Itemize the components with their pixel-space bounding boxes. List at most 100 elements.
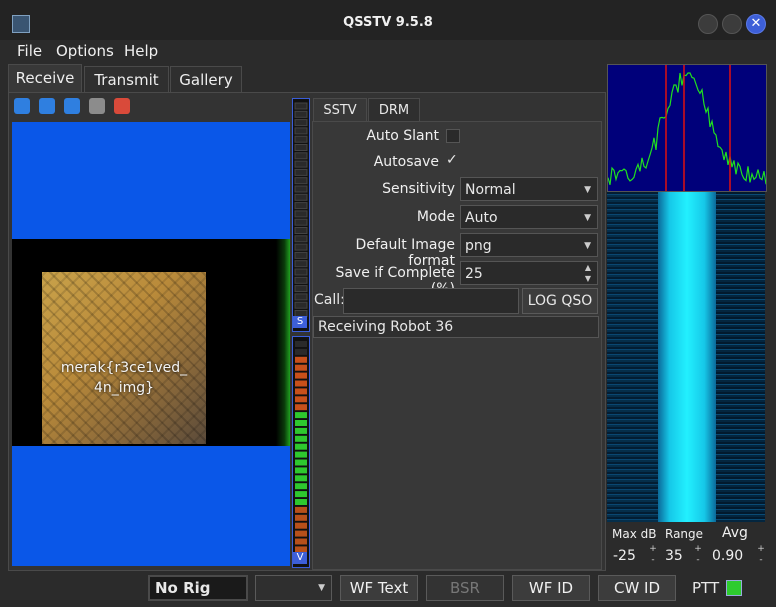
- waterfall-noise-left: [607, 192, 658, 522]
- image-edge-stripe: [276, 239, 290, 446]
- chevron-down-icon: ▼: [318, 576, 325, 600]
- volume-meter-label: V: [293, 552, 307, 564]
- sensitivity-label: Sensitivity: [310, 181, 455, 197]
- waterfall-noise-right: [716, 192, 765, 522]
- range-spin-arrows-icon[interactable]: + -: [693, 544, 703, 568]
- minimize-button[interactable]: [698, 14, 718, 34]
- auto-slant-label: Auto Slant: [294, 128, 439, 144]
- sync-meter-segment: [295, 302, 307, 308]
- sync-meter-segment: [295, 194, 307, 200]
- bsr-button[interactable]: BSR: [426, 575, 504, 601]
- tab-drm[interactable]: DRM: [368, 98, 420, 123]
- log-qso-button[interactable]: LOG QSO: [522, 288, 598, 314]
- maximize-button[interactable]: [722, 14, 742, 34]
- sync-meter-segment: [295, 186, 307, 192]
- volume-meter-segment: [295, 420, 307, 426]
- rig-select[interactable]: ▼: [255, 575, 332, 601]
- ptt-label: PTT: [692, 579, 719, 597]
- volume-meter-segment: [295, 381, 307, 387]
- spin-arrows-icon: ▲ ▼: [585, 262, 591, 284]
- rig-status: No Rig: [148, 575, 248, 601]
- volume-meter-segment: [295, 507, 307, 513]
- sync-meter-segment: [295, 103, 307, 109]
- autosave-label: Autosave: [294, 154, 439, 170]
- sync-meter-segment: [295, 277, 307, 283]
- maxdb-spinbox[interactable]: -25: [613, 548, 636, 564]
- cw-id-button[interactable]: CW ID: [598, 575, 676, 601]
- volume-meter-bars: [293, 337, 309, 567]
- menu-help[interactable]: Help: [124, 42, 158, 60]
- wf-id-button[interactable]: WF ID: [512, 575, 590, 601]
- start-icon[interactable]: [14, 98, 30, 114]
- save-complete-spinbox[interactable]: 25 ▲ ▼: [460, 261, 598, 285]
- wf-text-button[interactable]: WF Text: [340, 575, 418, 601]
- chevron-down-icon: ▼: [584, 178, 591, 202]
- range-spinbox[interactable]: 35: [665, 548, 683, 564]
- avg-spin-arrows-icon[interactable]: + -: [756, 544, 766, 568]
- sensitivity-value: Normal: [465, 182, 516, 198]
- mode-value: Auto: [465, 210, 498, 226]
- sync-meter-segment: [295, 252, 307, 258]
- sync-meter-segment: [295, 211, 307, 217]
- tab-sstv[interactable]: SSTV: [313, 98, 367, 123]
- volume-meter-segment: [295, 388, 307, 394]
- call-label: Call:: [314, 292, 345, 308]
- volume-meter-segment: [295, 396, 307, 402]
- sync-meter-segment: [295, 145, 307, 151]
- sync-meter-segment: [295, 286, 307, 292]
- volume-meter-segment: [295, 483, 307, 489]
- volume-meter-segment: [295, 365, 307, 371]
- volume-meter-segment: [295, 428, 307, 434]
- sync-meter-segment: [295, 120, 307, 126]
- window-title: QSSTV 9.5.8: [0, 15, 776, 30]
- close-button[interactable]: ✕: [746, 14, 766, 34]
- volume-meter-segment: [295, 499, 307, 505]
- volume-meter-segment: [295, 444, 307, 450]
- maxdb-label: Max dB: [612, 527, 656, 541]
- volume-meter-segment: [295, 412, 307, 418]
- volume-meter-segment: [295, 460, 307, 466]
- menu-options[interactable]: Options: [56, 42, 114, 60]
- tab-gallery[interactable]: Gallery: [170, 66, 242, 93]
- caption-line-1: merak{r3ce1ved_: [42, 358, 206, 378]
- volume-meter-segment: [295, 531, 307, 537]
- volume-meter-segment: [295, 349, 307, 355]
- call-input[interactable]: [343, 288, 519, 314]
- sync-meter-segment: [295, 169, 307, 175]
- mode-select[interactable]: Auto ▼: [460, 205, 598, 229]
- spectrum-plot: [608, 65, 766, 191]
- save-icon[interactable]: [89, 98, 105, 114]
- tab-receive[interactable]: Receive: [8, 64, 82, 94]
- maxdb-spin-arrows-icon[interactable]: + -: [648, 544, 658, 568]
- sync-meter-label: S: [293, 316, 307, 328]
- sensitivity-select[interactable]: Normal ▼: [460, 177, 598, 201]
- volume-meter-segment: [295, 452, 307, 458]
- caption-line-2: 4n_img}: [42, 378, 206, 398]
- image-format-value: png: [465, 238, 492, 254]
- erase-icon[interactable]: [114, 98, 130, 114]
- volume-meter-segment: [295, 523, 307, 529]
- sync-meter-segment: [295, 228, 307, 234]
- spectrum-display: [607, 64, 767, 192]
- sync-meter-segment: [295, 269, 307, 275]
- sync-meter-segment: [295, 244, 307, 250]
- image-format-select[interactable]: png ▼: [460, 233, 598, 257]
- chevron-down-icon: ▼: [584, 206, 591, 230]
- range-label: Range: [665, 527, 703, 541]
- avg-spinbox[interactable]: 0.90: [712, 548, 743, 564]
- tab-transmit[interactable]: Transmit: [84, 66, 169, 93]
- reset-icon[interactable]: [64, 98, 80, 114]
- volume-meter-segment: [295, 404, 307, 410]
- status-text: Receiving Robot 36: [313, 316, 599, 338]
- autosave-checkbox[interactable]: ✓: [446, 152, 458, 168]
- auto-slant-checkbox[interactable]: [446, 129, 460, 143]
- menu-file[interactable]: File: [17, 42, 42, 60]
- volume-meter-segment: [295, 491, 307, 497]
- sync-meter-segment: [295, 294, 307, 300]
- volume-meter-segment: [295, 467, 307, 473]
- avg-label: Avg: [722, 525, 748, 541]
- mode-label: Mode: [310, 209, 455, 225]
- image-caption: merak{r3ce1ved_ 4n_img}: [42, 358, 206, 398]
- stop-icon[interactable]: [39, 98, 55, 114]
- sync-meter-segment: [295, 111, 307, 117]
